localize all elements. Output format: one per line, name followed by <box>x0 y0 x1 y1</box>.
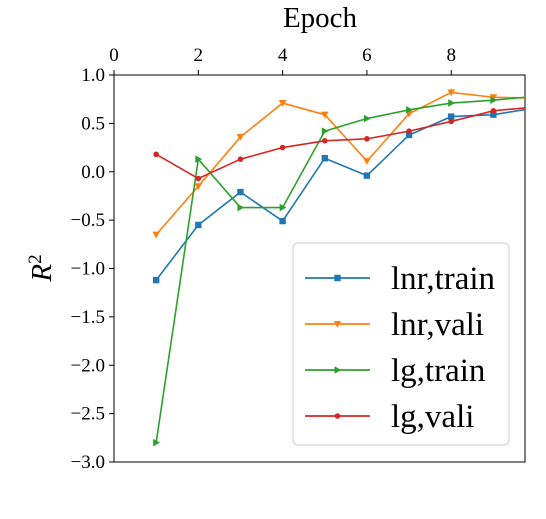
data-point <box>321 137 328 144</box>
data-point <box>195 175 202 182</box>
x-tick-label: 2 <box>194 45 204 66</box>
x-tick-label: 8 <box>446 45 456 66</box>
series-line <box>155 91 525 236</box>
legend-marker <box>334 366 342 374</box>
y-axis-ticks: 1.0 0.5 0.0 −0.5 −1.0 −1.5 −2.0 −2.5 −3.0 <box>71 65 114 473</box>
data-point <box>363 158 371 165</box>
y-axis-title-base: R <box>26 264 58 283</box>
legend-marker <box>334 413 341 419</box>
data-point <box>406 106 413 114</box>
data-point <box>490 111 497 118</box>
data-point <box>279 203 287 212</box>
legend-item: lg,vali <box>305 399 474 435</box>
data-point <box>448 99 456 107</box>
data-point <box>279 144 286 151</box>
data-point <box>152 276 160 284</box>
legend-marker <box>334 274 341 282</box>
data-point <box>152 231 160 239</box>
legend-marker <box>333 321 342 328</box>
data-point <box>532 105 538 111</box>
y-tick-label: −0.5 <box>71 210 105 231</box>
y-tick-label: −1.0 <box>71 259 105 280</box>
y-axis-title-superscript: 2 <box>25 254 46 264</box>
x-tick-label: 6 <box>362 45 372 66</box>
data-point <box>320 111 329 119</box>
y-tick-label: 0.5 <box>81 113 105 134</box>
data-point <box>406 128 412 134</box>
x-tick-label: 0 <box>109 45 119 66</box>
y-axis-title: R2 <box>25 254 59 282</box>
data-point <box>448 118 455 125</box>
data-point <box>489 94 498 102</box>
data-point <box>447 89 456 97</box>
series-lnr-vali <box>152 89 540 239</box>
legend-item: lg,train <box>305 353 485 389</box>
legend-label: lnr,train <box>391 261 495 297</box>
data-point <box>195 221 202 229</box>
data-point <box>237 188 244 196</box>
data-point <box>490 107 497 114</box>
legend-box <box>292 242 510 446</box>
series-lg-train <box>153 92 540 447</box>
legend-item: lnr,vali <box>305 307 484 343</box>
data-point <box>363 172 371 179</box>
y-tick-label: 0.0 <box>81 162 105 183</box>
data-point <box>321 127 329 135</box>
x-axis-title: Epoch <box>283 2 358 34</box>
data-point <box>237 203 245 212</box>
data-point <box>194 183 203 191</box>
data-point <box>363 114 371 123</box>
data-point <box>153 438 160 447</box>
legend-label: lnr,vali <box>391 307 484 343</box>
legend-label: lg,train <box>391 353 485 389</box>
series-line <box>155 96 525 443</box>
y-tick-label: −3.0 <box>71 452 105 473</box>
data-point <box>236 133 245 141</box>
series-layer <box>152 89 540 447</box>
data-point <box>533 104 539 110</box>
data-point <box>237 156 244 162</box>
data-point <box>533 92 540 100</box>
data-point <box>153 151 159 158</box>
data-point <box>364 136 370 142</box>
data-point <box>279 217 286 225</box>
data-point <box>448 113 455 120</box>
y-tick-label: 1.0 <box>81 65 105 86</box>
legend: lnr,train lnr,vali lg,train lg,vali <box>292 242 510 446</box>
data-point <box>532 95 540 102</box>
legend-label: lg,vali <box>391 399 474 435</box>
data-point <box>490 96 498 104</box>
series-lg-vali <box>153 104 539 182</box>
x-tick-label: 4 <box>278 45 288 66</box>
data-point <box>195 155 203 163</box>
y-tick-label: −2.0 <box>71 355 105 376</box>
y-tick-label: −1.5 <box>71 307 105 328</box>
data-point <box>321 155 328 162</box>
data-point <box>278 100 287 107</box>
x-axis-ticks: 0 2 4 6 8 <box>109 45 456 75</box>
data-point <box>405 131 413 139</box>
legend-item: lnr,train <box>305 261 495 297</box>
series-line <box>155 107 525 180</box>
y-tick-label: −2.5 <box>71 404 105 425</box>
